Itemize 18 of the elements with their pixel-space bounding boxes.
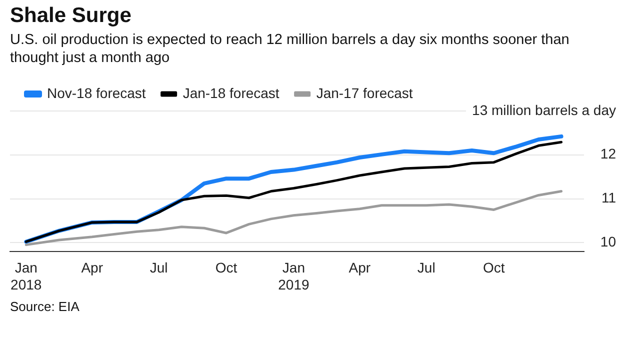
y-tick-label: 11 [601, 190, 616, 206]
legend-label: Jan-17 forecast [316, 84, 413, 101]
legend-label: Jan-18 forecast [182, 84, 280, 101]
x-tick-label: Oct [215, 260, 238, 276]
legend-label: Nov-18 forecast [47, 84, 146, 101]
x-tick-label: Jul [417, 260, 436, 276]
x-tick-label: Jan 2019 [278, 260, 310, 292]
chart-subtitle: U.S. oil production is expected to reach 12 million barrels a day six months sooner than thought just a month ago [10, 31, 570, 67]
y-tick-label: 10 [600, 233, 616, 250]
y-tick-label: 12 [600, 146, 616, 162]
source-note: Source: EIA [10, 299, 80, 314]
x-tick-label: Jan 2018 [10, 260, 42, 292]
x-tick-label: Jul [150, 260, 168, 276]
chart-title: Shale Surge [10, 4, 132, 28]
y-tick-label: 13 million barrels a day [472, 102, 616, 118]
x-tick-label: Oct [482, 260, 505, 276]
x-tick-label: Apr [348, 260, 371, 276]
x-tick-label: Apr [81, 260, 104, 276]
